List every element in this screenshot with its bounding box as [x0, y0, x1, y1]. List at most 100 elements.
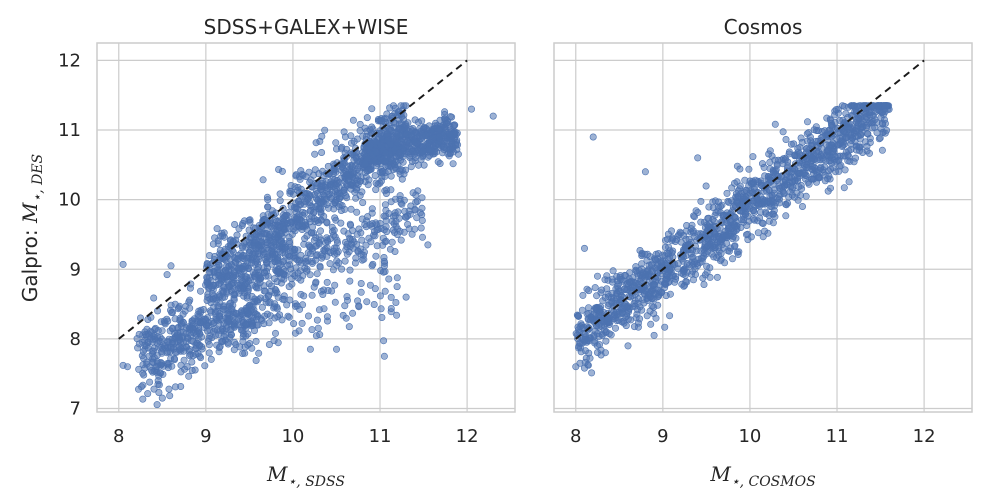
data-point: [294, 269, 302, 277]
data-point: [865, 149, 873, 157]
data-point: [281, 251, 289, 259]
data-point: [434, 158, 442, 166]
data-point: [387, 198, 395, 206]
data-point: [288, 275, 296, 283]
data-point: [409, 189, 417, 197]
data-point: [418, 211, 426, 219]
data-point: [791, 152, 799, 160]
data-point: [134, 344, 142, 352]
data-point: [595, 341, 603, 349]
data-point: [381, 259, 389, 267]
data-point: [262, 298, 270, 306]
data-point: [298, 319, 306, 327]
data-point: [188, 366, 196, 374]
data-point: [207, 355, 215, 363]
data-point: [359, 199, 367, 207]
panel-cosmos: 8 9 10 11 12 Cosmos M⋆, COSMOS: [553, 15, 973, 490]
data-point: [119, 260, 127, 268]
data-point: [221, 305, 229, 313]
data-point: [209, 240, 217, 248]
data-point: [393, 311, 401, 319]
data-point: [671, 260, 679, 268]
data-point: [739, 192, 747, 200]
data-point: [241, 320, 249, 328]
data-point: [435, 133, 443, 141]
data-point: [419, 147, 427, 155]
data-point: [239, 255, 247, 263]
data-point: [306, 345, 314, 353]
data-point: [418, 194, 426, 202]
data-point: [240, 239, 248, 247]
data-point: [425, 152, 433, 160]
data-point: [611, 311, 619, 319]
data-point: [138, 383, 146, 391]
data-point: [398, 166, 406, 174]
data-point: [863, 142, 871, 150]
data-point: [215, 331, 223, 339]
data-point: [635, 266, 643, 274]
data-point: [271, 254, 279, 262]
data-point: [238, 308, 246, 316]
data-point: [242, 304, 250, 312]
data-point: [295, 198, 303, 206]
data-point: [766, 176, 774, 184]
data-point: [236, 343, 244, 351]
data-point: [349, 309, 357, 317]
data-point: [393, 283, 401, 291]
data-point: [372, 179, 380, 187]
data-point: [324, 286, 332, 294]
data-point: [589, 133, 597, 141]
data-point: [289, 190, 297, 198]
data-point: [366, 281, 374, 289]
data-point: [332, 345, 340, 353]
data-point: [312, 252, 320, 260]
data-point: [326, 260, 334, 268]
data-point: [227, 299, 235, 307]
data-point: [340, 157, 348, 165]
data-point: [285, 313, 293, 321]
data-point: [713, 273, 721, 281]
data-point: [242, 314, 250, 322]
data-point: [143, 358, 151, 366]
data-point: [180, 356, 188, 364]
data-point: [782, 212, 790, 220]
data-point: [144, 390, 152, 398]
data-point: [738, 216, 746, 224]
data-point: [725, 225, 733, 233]
data-point: [467, 105, 475, 113]
data-point: [644, 250, 652, 258]
data-point: [277, 279, 285, 287]
data-point: [844, 151, 852, 159]
data-point: [726, 232, 734, 240]
data-point: [446, 130, 454, 138]
data-point: [835, 167, 843, 175]
data-point: [290, 320, 298, 328]
data-point: [225, 317, 233, 325]
data-point: [827, 141, 835, 149]
data-point: [652, 250, 660, 258]
data-point: [346, 277, 354, 285]
data-point: [308, 245, 316, 253]
data-point: [404, 119, 412, 127]
data-point: [348, 179, 356, 187]
data-point: [412, 198, 420, 206]
data-point: [148, 366, 156, 374]
data-point: [338, 265, 346, 273]
data-point: [341, 257, 349, 265]
data-point: [342, 246, 350, 254]
data-point: [316, 227, 324, 235]
data-point: [372, 138, 380, 146]
data-point: [800, 170, 808, 178]
data-point: [723, 189, 731, 197]
data-point: [650, 331, 658, 339]
data-point: [301, 209, 309, 217]
data-point: [802, 192, 810, 200]
data-point: [405, 148, 413, 156]
data-point: [381, 287, 389, 295]
data-point: [586, 354, 594, 362]
data-point: [403, 138, 411, 146]
data-point: [757, 177, 765, 185]
data-point: [235, 225, 243, 233]
data-point: [389, 226, 397, 234]
data-point: [360, 144, 368, 152]
